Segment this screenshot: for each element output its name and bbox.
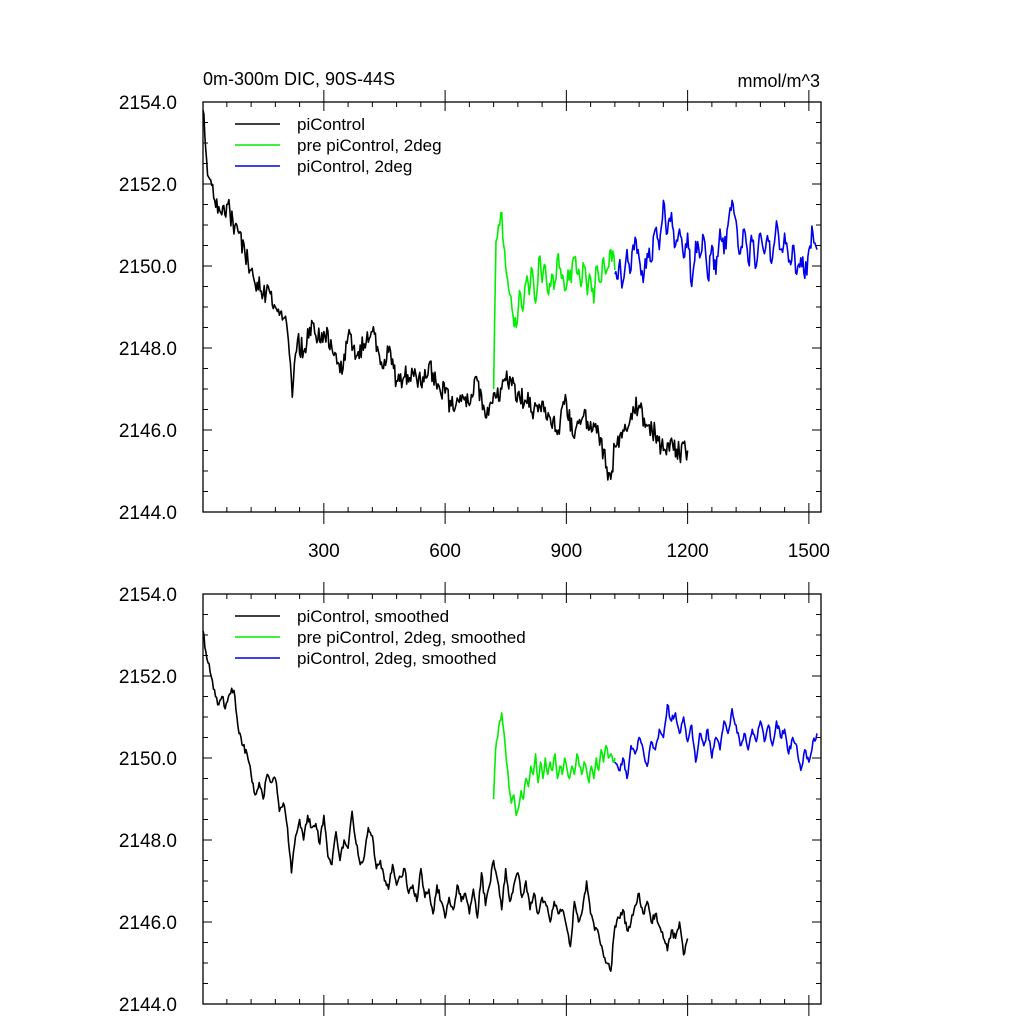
bottom-legend-label: pre piControl, 2deg, smoothed — [297, 628, 526, 647]
top-legend-label: piControl — [297, 115, 365, 134]
units-label: mmol/m^3 — [738, 71, 820, 91]
bottom-series-line-pre-picontrol-2deg-smoothed — [492, 712, 616, 817]
bottom-legend: piControl, smoothed pre piControl, 2deg, … — [235, 607, 526, 668]
top-x-tick-label: 1500 — [788, 541, 830, 562]
bottom-y-tick-label: 2152.0 — [119, 667, 177, 688]
top-chart-panel: 2144.0 2146.0 2148.0 2150.0 2152.0 2154.0 300… — [119, 90, 830, 562]
figure-title: 0m-300m DIC, 90S-44S — [203, 69, 395, 89]
top-series-group — [202, 110, 818, 481]
top-y-tick-label: 2154.0 — [119, 93, 177, 114]
top-x-tick-label: 600 — [429, 541, 461, 562]
top-x-tick-label: 1200 — [666, 541, 708, 562]
top-series-line-picontrol — [202, 110, 689, 481]
bottom-x-axis — [226, 582, 810, 1016]
top-legend-label: piControl, 2deg — [297, 157, 412, 176]
top-y-tick-label: 2144.0 — [119, 503, 177, 524]
top-series-line-pre-picontrol-2deg — [492, 211, 616, 390]
bottom-y-tick-label: 2150.0 — [119, 749, 177, 770]
bottom-chart-panel: 2144.0 2146.0 2148.0 2150.0 2152.0 2154.0 piC… — [119, 582, 822, 1016]
top-y-tick-label: 2150.0 — [119, 257, 177, 278]
top-series-line-picontrol-2deg — [614, 199, 818, 289]
bottom-y-tick-label: 2154.0 — [119, 585, 177, 606]
bottom-series-line-picontrol-2deg-smoothed — [614, 703, 818, 780]
top-x-axis: 300 600 900 1200 1500 — [226, 90, 830, 562]
bottom-y-tick-label: 2146.0 — [119, 913, 177, 934]
top-x-tick-label: 300 — [308, 541, 340, 562]
bottom-legend-label: piControl, smoothed — [297, 607, 449, 626]
top-y-tick-label: 2148.0 — [119, 339, 177, 360]
bottom-y-axis: 2144.0 2146.0 2148.0 2150.0 2152.0 2154.0 — [119, 585, 821, 1016]
top-y-tick-label: 2146.0 — [119, 421, 177, 442]
bottom-y-tick-label: 2144.0 — [119, 995, 177, 1016]
bottom-series-group — [202, 630, 818, 972]
bottom-legend-label: piControl, 2deg, smoothed — [297, 649, 496, 668]
bottom-y-tick-label: 2148.0 — [119, 831, 177, 852]
top-legend: piControl pre piControl, 2deg piControl, 2… — [235, 115, 442, 176]
top-x-tick-label: 900 — [551, 541, 583, 562]
top-y-axis: 2144.0 2146.0 2148.0 2150.0 2152.0 2154.0 — [119, 93, 821, 524]
top-legend-label: pre piControl, 2deg — [297, 136, 442, 155]
top-y-tick-label: 2152.0 — [119, 175, 177, 196]
bottom-series-line-picontrol-smoothed — [202, 630, 689, 972]
